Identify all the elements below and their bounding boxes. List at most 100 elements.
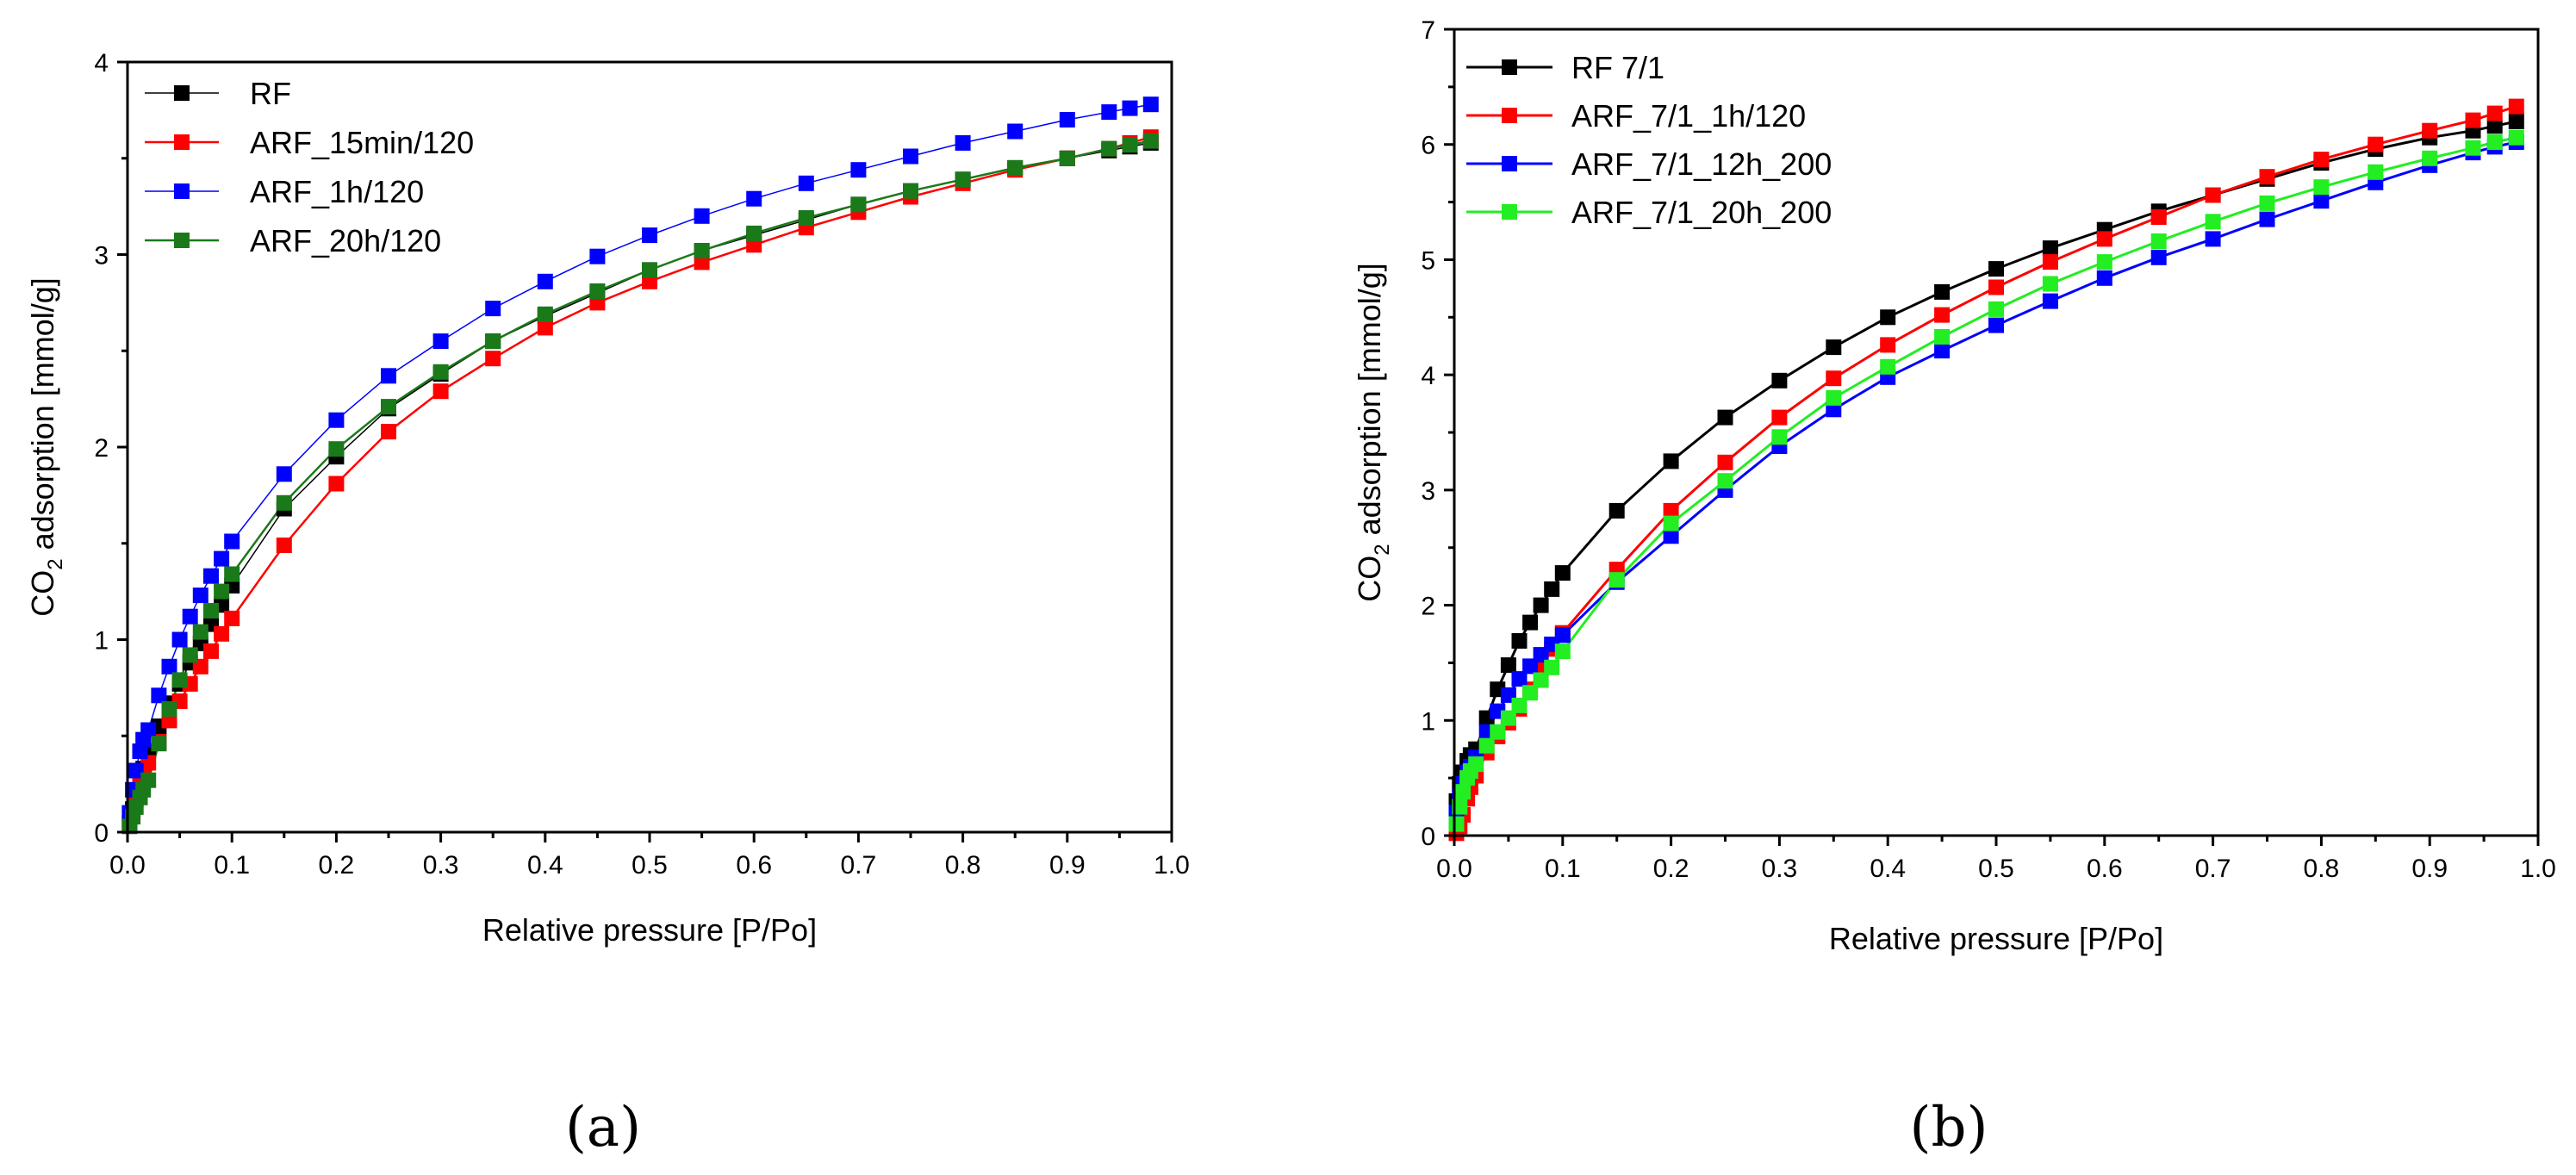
data-point xyxy=(903,183,918,199)
data-point xyxy=(203,568,219,584)
data-point xyxy=(214,625,230,642)
data-point xyxy=(2042,254,2058,270)
data-point xyxy=(1934,283,1951,300)
data-point xyxy=(1988,279,2004,295)
series-line xyxy=(1455,140,2517,813)
data-point xyxy=(1934,343,1951,359)
y-axis-title: CO2 adsorption [mmol/g] xyxy=(25,277,67,617)
data-point xyxy=(224,533,240,550)
x-tick-label: 1.0 xyxy=(2520,855,2556,883)
data-point xyxy=(1880,337,1896,353)
data-point xyxy=(151,736,167,752)
data-point xyxy=(2205,231,2221,247)
data-point xyxy=(2150,249,2167,265)
data-point xyxy=(1522,685,1539,701)
x-tick-label: 1.0 xyxy=(1154,851,1190,880)
legend-label: ARF_20h/120 xyxy=(250,223,441,258)
data-point xyxy=(537,306,553,322)
data-point xyxy=(589,283,606,299)
x-tick-label: 0.0 xyxy=(1436,855,1472,883)
data-point xyxy=(276,494,292,511)
y-axis-title-prefix: CO xyxy=(25,570,60,617)
x-axis-title: Relative pressure [P/Po] xyxy=(482,912,817,948)
data-point xyxy=(214,583,230,600)
y-tick-label: 4 xyxy=(94,49,109,78)
y-tick-label: 3 xyxy=(1421,477,1435,506)
data-point xyxy=(2096,270,2112,286)
legend-marker xyxy=(1502,156,1517,171)
legend-label: ARF_7/1_20h_200 xyxy=(1571,195,1832,230)
data-point xyxy=(485,351,501,367)
data-point xyxy=(171,672,188,688)
data-point xyxy=(1544,659,1560,675)
data-point xyxy=(1554,643,1571,660)
legend-label: ARF_7/1_1h/120 xyxy=(1571,98,1806,134)
data-point xyxy=(1663,453,1679,469)
data-point xyxy=(537,273,553,289)
data-point xyxy=(203,643,219,659)
data-point xyxy=(151,687,167,704)
data-point xyxy=(1717,409,1733,426)
data-point xyxy=(1880,358,1896,375)
data-point xyxy=(955,134,971,151)
x-tick-label: 0.0 xyxy=(109,851,146,880)
data-point xyxy=(1554,627,1571,643)
series-line xyxy=(1455,136,2517,824)
data-point xyxy=(955,171,971,188)
data-point xyxy=(1988,301,2004,317)
data-point xyxy=(140,722,157,738)
y-tick-label: 0 xyxy=(1421,823,1435,851)
data-point xyxy=(192,624,208,640)
x-tick-label: 0.6 xyxy=(736,851,772,880)
legend-marker xyxy=(174,134,190,150)
data-point xyxy=(203,603,219,619)
data-point xyxy=(1122,100,1138,116)
data-point xyxy=(1826,389,1842,406)
legend: RF 7/1 ARF_7/1_1h/120 ARF_7/1_12h_200 ARF_7… xyxy=(1466,50,1832,230)
data-point xyxy=(328,476,345,492)
panel-label-b: (b) xyxy=(1910,1096,1988,1159)
data-point xyxy=(485,301,501,317)
y-tick-label: 2 xyxy=(94,434,109,463)
data-point xyxy=(850,162,867,178)
data-point xyxy=(589,248,606,264)
data-point xyxy=(2486,118,2503,134)
y-axis-title-prefix: CO xyxy=(1352,556,1387,602)
legend-marker xyxy=(174,183,190,199)
x-tick-label: 0.4 xyxy=(527,851,563,880)
data-point xyxy=(1533,672,1549,688)
data-point xyxy=(798,175,814,191)
chart-panel-b: 0.0 0.1 0.2 0.3 0.4 0.5 0.6 0.7 0.8 0.9 1.0 0 1 2 3 4 5 6… xyxy=(1352,16,2556,1159)
data-point xyxy=(171,631,188,648)
data-point xyxy=(1533,597,1549,613)
x-tick-label: 0.2 xyxy=(319,851,355,880)
data-point xyxy=(1934,307,1951,323)
data-point xyxy=(1663,515,1679,532)
data-point xyxy=(161,701,177,717)
data-point xyxy=(1511,697,1528,713)
legend: RF ARF_15min/120 ARF_1h/120 ARF_20h/120 xyxy=(145,76,474,258)
y-tick-label: 1 xyxy=(1421,707,1435,736)
data-point xyxy=(432,364,449,380)
data-point xyxy=(214,550,230,567)
data-point xyxy=(1142,133,1159,149)
legend-marker xyxy=(1502,59,1517,75)
data-point xyxy=(2422,150,2438,166)
data-point xyxy=(1511,671,1528,687)
data-point xyxy=(903,148,918,165)
y-tick-label: 7 xyxy=(1421,16,1435,45)
data-point xyxy=(328,441,345,457)
x-tick-label: 0.5 xyxy=(632,851,668,880)
y-axis-title-subscript: 2 xyxy=(1371,544,1394,555)
legend-label: ARF_7/1_12h_200 xyxy=(1571,146,1832,182)
data-point xyxy=(2368,164,2384,180)
y-axis-title: CO2 adsorption [mmol/g] xyxy=(1352,263,1394,602)
data-point xyxy=(1544,581,1560,597)
data-point xyxy=(2422,122,2438,139)
data-point xyxy=(2465,140,2481,156)
data-point xyxy=(2042,293,2058,309)
data-point xyxy=(1934,329,1951,345)
data-point xyxy=(276,466,292,482)
data-point xyxy=(1007,123,1024,140)
legend-marker xyxy=(1502,204,1517,220)
